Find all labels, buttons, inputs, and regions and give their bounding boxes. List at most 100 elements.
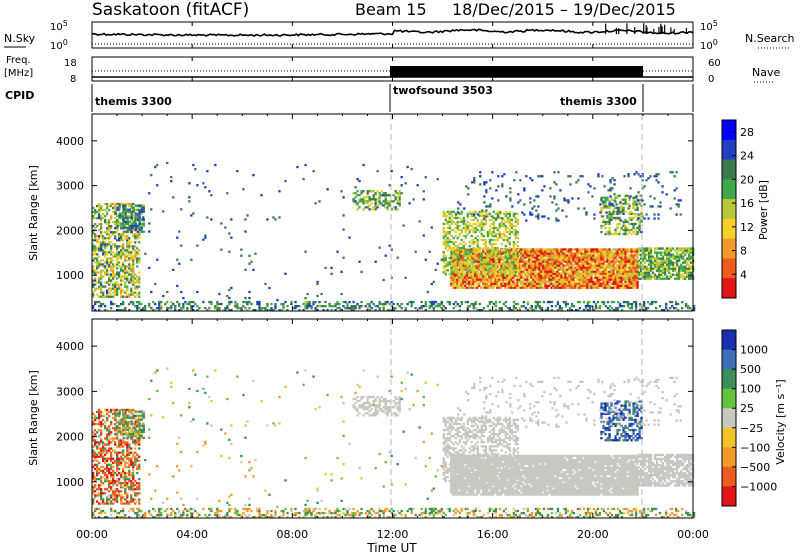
power-cell — [655, 277, 659, 280]
power-cell — [354, 202, 357, 205]
power-cell — [540, 252, 543, 255]
power-cell — [554, 266, 557, 269]
power-cell — [550, 264, 553, 267]
power-cell — [474, 257, 477, 260]
power-cell — [594, 284, 597, 287]
power-cell — [436, 178, 439, 181]
power-cell — [554, 252, 557, 255]
power-cell — [578, 272, 581, 275]
velocity-cell — [104, 427, 107, 430]
power-cell — [630, 222, 633, 226]
power-cell — [572, 256, 575, 259]
power-cell — [444, 273, 447, 276]
velocity-cell — [102, 500, 105, 503]
power-cell — [144, 309, 147, 312]
power-cell — [476, 238, 479, 242]
power-cell — [484, 220, 487, 224]
power-cell — [454, 284, 457, 287]
power-cell — [605, 205, 608, 208]
power-cell — [516, 261, 519, 264]
power-cell — [368, 198, 371, 201]
power-cell — [616, 254, 619, 257]
power-cell — [604, 270, 607, 273]
power-cell — [666, 247, 669, 250]
power-cell — [580, 258, 583, 261]
power-cell — [622, 212, 625, 215]
velocity-cell — [94, 453, 97, 456]
power-cell — [528, 272, 531, 275]
power-cell — [442, 253, 445, 256]
power-cell — [626, 302, 630, 306]
power-cell — [464, 282, 467, 285]
power-cell — [120, 239, 123, 242]
power-cell — [236, 170, 239, 173]
power-cell — [514, 268, 517, 271]
power-cell — [630, 252, 633, 255]
power-cell — [536, 258, 539, 261]
velocity-cell — [98, 414, 101, 418]
power-cell — [114, 208, 117, 211]
power-cell — [570, 274, 573, 277]
power-cell — [380, 190, 383, 193]
power-cell — [138, 216, 141, 219]
power-cell — [106, 221, 109, 224]
power-cell — [136, 309, 139, 312]
power-cell — [498, 286, 501, 289]
power-cell — [552, 278, 555, 281]
power-cell — [603, 205, 606, 208]
power-cell — [122, 212, 125, 216]
power-cell — [436, 305, 439, 308]
power-cell — [671, 305, 674, 308]
power-cell — [442, 251, 445, 254]
power-cell — [580, 272, 583, 275]
power-cell — [560, 309, 564, 312]
power-cell — [116, 255, 119, 258]
power-cell — [492, 256, 495, 259]
power-cell — [496, 228, 499, 232]
power-cell — [634, 264, 637, 267]
velocity-cell — [100, 449, 103, 452]
power-cell — [582, 309, 586, 312]
power-cell — [488, 302, 491, 306]
power-cell — [548, 274, 551, 277]
power-cell — [482, 264, 485, 267]
power-cell — [518, 258, 521, 261]
power-cell — [490, 266, 493, 269]
power-cell — [612, 208, 615, 211]
power-cell — [616, 264, 619, 267]
power-cell — [462, 222, 465, 226]
power-cell — [242, 300, 245, 304]
velocity-cell — [94, 494, 97, 497]
power-cell — [496, 216, 499, 220]
power-cell — [122, 247, 125, 250]
power-cell — [292, 307, 295, 310]
power-cell — [606, 276, 609, 279]
power-cell — [596, 272, 599, 275]
power-cell — [514, 224, 517, 228]
power-cell — [674, 261, 677, 264]
power-cell — [458, 266, 461, 269]
power-cell — [594, 248, 597, 251]
power-cell — [597, 173, 600, 176]
power-cell — [491, 215, 494, 218]
power-cell — [582, 264, 585, 267]
power-cell — [390, 208, 393, 211]
power-cell — [555, 217, 558, 220]
power-colorbar-swatch — [722, 120, 736, 141]
power-cell — [122, 309, 125, 312]
power-cell — [636, 254, 639, 257]
power-cell — [609, 195, 612, 198]
power-cell — [96, 287, 99, 290]
power-cell — [480, 273, 483, 276]
power-cell — [328, 305, 331, 308]
power-cell — [366, 202, 369, 205]
power-cell — [306, 305, 309, 308]
power-cell — [508, 286, 511, 289]
power-cell — [600, 248, 603, 251]
power-cell — [346, 302, 349, 306]
power-cell — [96, 281, 99, 284]
power-cell — [170, 300, 173, 304]
power-cell — [136, 233, 139, 236]
velocity-cell — [102, 445, 105, 448]
power-cell — [344, 307, 347, 310]
